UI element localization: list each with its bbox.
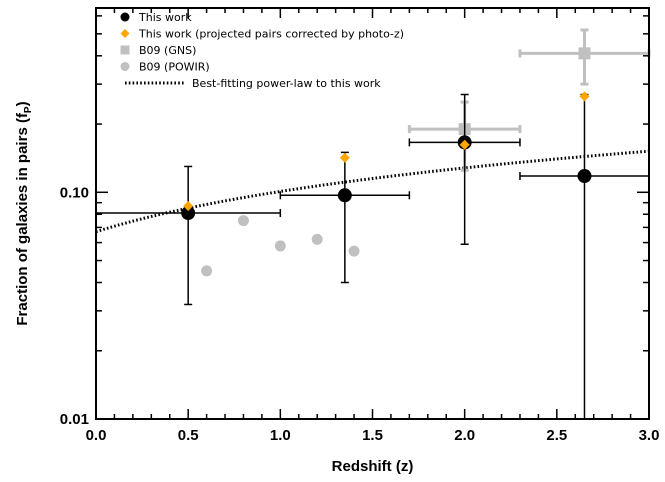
x-tick-label: 0.5 <box>178 427 199 444</box>
powir-point <box>201 265 213 277</box>
y-axis-title-close: ) <box>14 101 31 106</box>
x-tick-label: 2.0 <box>454 427 475 444</box>
powir-point <box>348 245 360 257</box>
corrected-point <box>459 139 470 150</box>
legend: This work This work (projected pairs corr… <box>120 11 404 90</box>
y-axis-title-main: Fraction of galaxies in pairs (f <box>14 112 31 326</box>
powir-point <box>311 233 323 245</box>
legend-label: B09 (POWIR) <box>139 61 210 74</box>
axes-layer: 0.0 0.5 1.0 1.5 2.0 2.5 3.0 0.01 0.10 <box>60 8 660 444</box>
this-work-point <box>577 168 592 183</box>
legend-symbol <box>120 12 130 22</box>
x-tick-label: 1.5 <box>362 427 383 444</box>
x-axis-title: Redshift (z) <box>332 458 414 475</box>
gns-point <box>578 47 591 60</box>
this-work-point <box>337 188 352 203</box>
powir-point <box>274 240 286 252</box>
x-tick-label: 0.0 <box>86 427 107 444</box>
y-axis-title-subscript: P <box>23 106 34 113</box>
x-tick-label: 2.5 <box>546 427 567 444</box>
legend-label: This work <box>138 11 192 24</box>
x-tick-label: 1.0 <box>270 427 291 444</box>
data-layer <box>95 28 651 419</box>
powir-point <box>237 215 249 227</box>
y-tick-label: 0.01 <box>60 411 89 428</box>
corrected-point <box>579 91 590 102</box>
this-work-point <box>181 206 196 221</box>
y-axis-title: Fraction of galaxies in pairs (fP) <box>14 101 34 325</box>
legend-label: B09 (GNS) <box>139 44 196 57</box>
legend-symbol <box>120 45 130 55</box>
legend-label: Best-fitting power-law to this work <box>192 77 381 90</box>
corrected-point <box>183 201 194 212</box>
y-tick-label: 0.10 <box>60 184 89 201</box>
x-tick-label: 3.0 <box>639 427 660 444</box>
corrected-point <box>339 152 350 163</box>
legend-label: This work (projected pairs corrected by … <box>138 28 404 41</box>
legend-symbol <box>120 62 130 71</box>
legend-symbol <box>120 29 130 38</box>
